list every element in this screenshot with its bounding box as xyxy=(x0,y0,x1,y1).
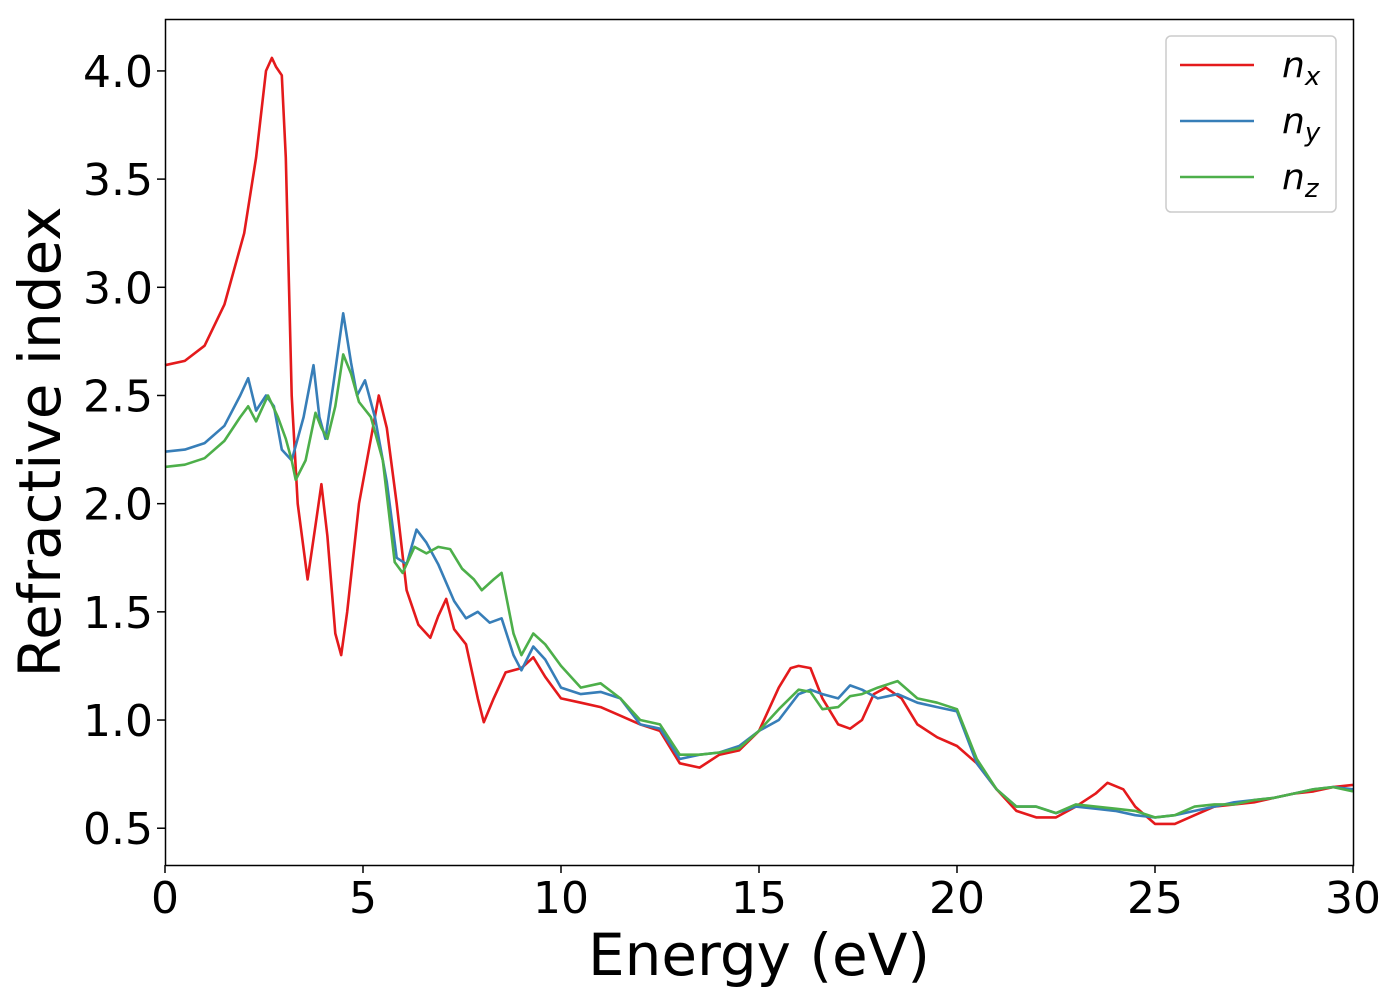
x-axis: 0 5 10 15 20 25 30 xyxy=(151,865,1381,924)
series-line-y xyxy=(164,312,1354,819)
y-axis: 0.5 1.0 1.5 2.0 2.5 3.0 3.5 4.0 xyxy=(83,47,165,855)
legend-box xyxy=(1165,35,1337,213)
x-tick-label: 25 xyxy=(1127,873,1183,924)
y-tick-label: 1.0 xyxy=(83,696,153,747)
y-tick-label: 3.0 xyxy=(83,263,153,314)
x-tick-label: 20 xyxy=(929,873,985,924)
y-tick-label: 3.5 xyxy=(83,155,153,206)
y-tick-label: 0.5 xyxy=(83,804,153,855)
x-tick-label: 0 xyxy=(151,873,179,924)
legend-label-z: nz xyxy=(1282,157,1320,204)
x-tick-label: 15 xyxy=(731,873,787,924)
y-axis-label: Refractive index xyxy=(6,206,74,677)
y-tick-label: 2.5 xyxy=(83,371,153,422)
series-layer xyxy=(164,56,1354,826)
series-line-x xyxy=(164,56,1354,826)
y-tick-label: 4.0 xyxy=(83,47,153,98)
x-axis-label: Energy (eV) xyxy=(588,921,930,989)
x-tick-label: 30 xyxy=(1325,873,1381,924)
series-line-z xyxy=(164,353,1354,819)
x-tick-label: 5 xyxy=(349,873,377,924)
legend-label-y: ny xyxy=(1282,101,1321,148)
y-tick-label: 1.5 xyxy=(83,588,153,639)
legend-label-x: nx xyxy=(1282,45,1321,92)
x-tick-label: 10 xyxy=(533,873,589,924)
legend: nx ny nz xyxy=(1165,35,1337,213)
y-tick-label: 2.0 xyxy=(83,480,153,531)
